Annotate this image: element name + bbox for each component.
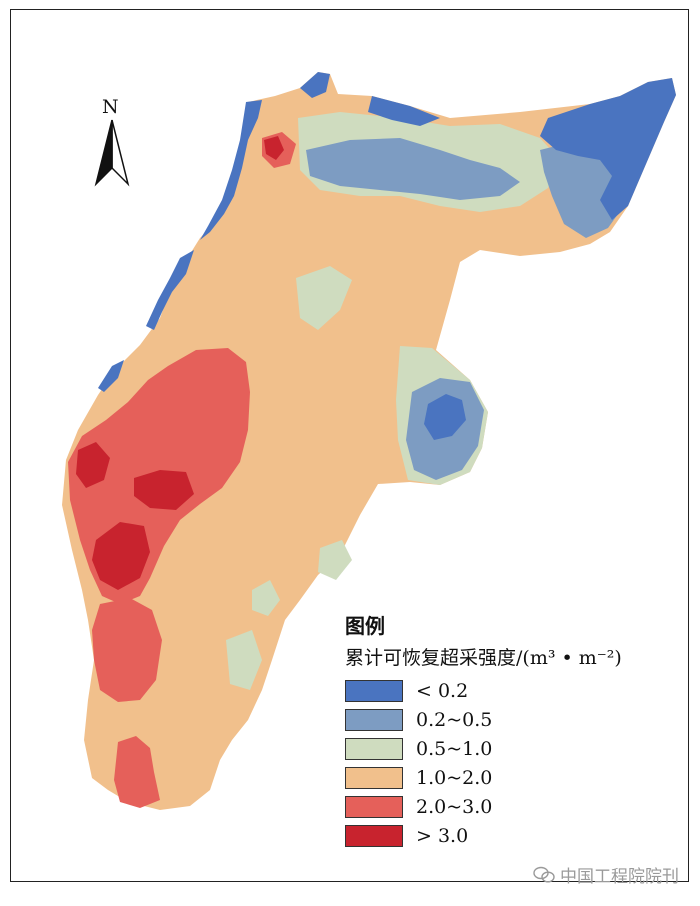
zone-blue-northeast [540,78,676,220]
zone-red-south [114,736,160,808]
zone-blue-coast1 [200,100,262,240]
legend-label: 2.0~3.0 [416,795,493,818]
legend-item: 0.5~1.0 [345,734,622,763]
legend-subtitle: 累计可恢复超采强度/(m³ • m⁻²) [345,647,622,669]
legend-label: > 3.0 [416,824,469,847]
zone-pale-mid [296,266,352,330]
legend-swatch [345,795,403,818]
north-label: N [102,96,119,118]
legend-swatch [345,824,403,847]
map-legend: 图例 累计可恢复超采强度/(m³ • m⁻²) < 0.2 0.2~0.5 0.… [345,610,622,850]
zone-blue-coast2 [146,250,194,330]
zone-steel-north [306,138,520,200]
zone-blue-east-core [424,394,466,440]
zone-blue-north [368,96,440,126]
region-base [62,72,676,810]
legend-swatch [345,737,403,760]
zone-blue-coast3 [98,360,124,392]
watermark-text: 中国工程院院刊 [560,867,679,887]
legend-label: 0.5~1.0 [416,737,493,760]
legend-item: 2.0~3.0 [345,792,622,821]
zone-darkred-1 [76,442,110,488]
legend-label: 1.0~2.0 [416,766,493,789]
zone-darkred-4 [264,136,284,160]
chat-icon [533,866,555,883]
legend-swatch [345,766,403,789]
zone-darkred-3 [92,522,150,590]
legend-item: 0.2~0.5 [345,705,622,734]
legend-item: < 0.2 [345,676,622,705]
zone-pale-south1 [318,540,352,580]
legend-swatch [345,708,403,731]
legend-item: 1.0~2.0 [345,763,622,792]
legend-label: < 0.2 [416,679,469,702]
zone-darkred-2 [134,470,194,510]
watermark: 中国工程院院刊 [533,862,679,887]
legend-item: > 3.0 [345,821,622,850]
zone-pale-south3 [252,580,280,616]
legend-title: 图例 [345,614,385,638]
zone-red-southwest [92,598,162,702]
zone-pale-south2 [226,630,262,690]
north-arrow-icon [94,119,130,187]
legend-swatch [345,679,403,702]
zone-blue-top [300,72,330,98]
legend-label: 0.2~0.5 [416,708,493,731]
